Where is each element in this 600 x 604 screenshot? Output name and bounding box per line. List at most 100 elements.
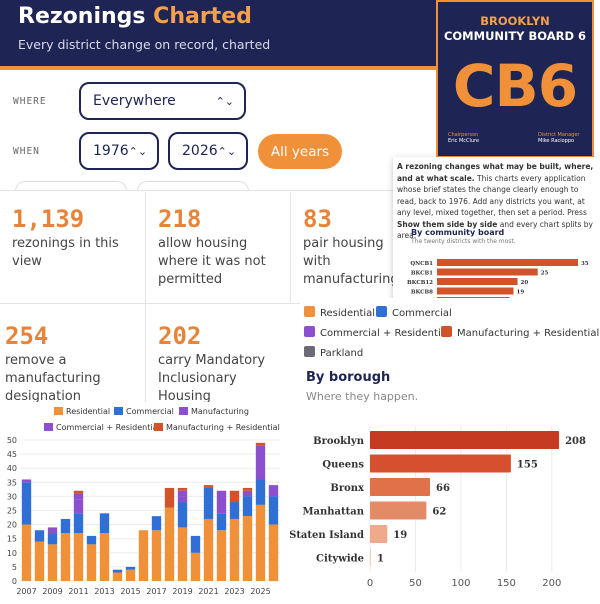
year-bar-segment [125,569,136,581]
year-bar-segment [73,493,84,500]
page-subtitle: Every district change on record, charted [18,37,271,52]
info-paragraph: A rezoning changes what may be built, wh… [397,162,594,240]
borough-chart: 0 50 100 150 200 Brooklyn 208 Queens 155 Bronx 66 M… [290,426,586,589]
cb-value-label: 25 [541,271,549,277]
year-bar-segment [60,518,71,534]
borough-chart-subtitle: Where they happen. [306,390,419,403]
y-tick-label: 0 [12,577,17,586]
stat-value: 254 [5,322,49,350]
year-bar-segment [21,524,32,581]
stat-label: pair housing with manufacturing [303,236,399,287]
y-tick-label: 50 [7,436,17,445]
where-select[interactable]: Everywhere ⌃⌄ [79,82,246,120]
y-tick-label: 35 [7,478,17,487]
all-years-button[interactable]: All years [258,134,342,169]
legend-label: Commercial [126,407,174,416]
year-bar-segment [73,533,84,581]
borough-value-label: 1 [377,554,384,565]
dm-title: District Manager [538,132,580,138]
x-tick-label: 2013 [94,587,114,596]
year-bar-segment [229,518,240,581]
year-bar-segment [21,479,32,483]
year-bar-segment [73,490,84,494]
y-tick-label: 25 [7,507,17,516]
year-bar-segment [151,530,162,581]
x-tick-label: 2017 [146,587,166,596]
when-label: WHEN [13,146,40,157]
year-bar-segment [177,487,188,491]
borough-chart-title: By borough [306,370,391,385]
borough-value-label: 19 [393,530,407,541]
year-bar-segment [86,544,97,581]
stat-label: rezonings in this view [12,236,119,269]
cb-bar [437,259,578,266]
stat-label: carry Mandatory Inclusionary Housing [158,353,266,404]
year-bar-segment [203,487,214,519]
year-bar-segment [268,496,279,525]
x-tick-label: 2021 [198,587,218,596]
cb6-logo: BROOKLYN COMMUNITY BOARD 6 CB6 Chairpers… [436,0,594,158]
cb-category-label: BKCB8 [411,290,433,296]
year-bar-segment [112,569,123,573]
legend-swatch [179,407,188,415]
year-bar-segment [242,490,253,497]
chair-name: Eric McClure [448,138,480,144]
year-bar-segment [216,490,227,514]
year-bar-segment [73,513,84,534]
year-bar-segment [21,482,32,525]
borough-value-label: 66 [436,483,450,494]
legend-swatch [154,423,163,431]
year-bar-segment [164,507,175,581]
cb-category-label: BKCB1 [411,271,433,277]
year-bar-segment [34,541,45,581]
year-bar-segment [203,485,214,488]
legend-item-residential: Residential [304,306,375,319]
borough-bar [370,478,430,496]
legend-item-commercial: Commercial [376,306,452,319]
borough-bar [370,548,371,567]
borough-label: Queens [322,460,364,471]
borough-value-label: 62 [432,507,446,518]
cb-chart-title: By community board [411,228,505,237]
logo-line2: COMMUNITY BOARD 6 [443,29,587,43]
borough-label: Brooklyn [313,436,365,447]
logo-line1: BROOKLYN [480,14,550,28]
cb-bar [437,278,518,285]
legend-item-commercial-residential: Commercial + Residential [304,326,450,339]
year-bar-segment [242,496,253,517]
x-tick-label: 0 [367,578,373,589]
x-tick-label: 2015 [120,587,140,596]
year-bar-segment [242,516,253,581]
year-bar-segment [177,527,188,581]
legend-label: Manufacturing [191,407,249,416]
stat-value: 218 [158,205,202,233]
year-bar-segment [47,527,58,534]
year-bar-segment [268,524,279,581]
year-bar-segment [229,490,240,503]
stat-label: allow housing where it was not permitted [158,236,266,287]
legend-swatch [114,407,123,415]
cb-category-label: QNCB1 [410,261,433,267]
x-tick-label: 2009 [42,587,62,596]
where-label: WHERE [13,96,47,107]
where-value: Everywhere [93,93,176,109]
legend-label: Commercial + Residential [56,423,160,432]
borough-bar [370,501,427,520]
from-year-select[interactable]: 1976 ⌃⌄ [79,132,159,170]
year-bar-segment [255,442,266,446]
cb-category-label: BKCB12 [407,280,433,286]
to-year-select[interactable]: 2026 ⌃⌄ [168,132,248,170]
year-chart: Residential Commercial Manufacturing Commer… [7,407,280,596]
year-bar-segment [203,518,214,581]
divider [0,303,300,304]
chevron-updown-icon: ⌃⌄ [217,144,237,158]
borough-bar [370,431,560,449]
year-bar-segment [255,479,266,505]
x-tick-label: 100 [451,578,470,589]
borough-label: Manhattan [302,507,364,518]
logo-mark: CB6 [452,52,578,120]
legend-label: Manufacturing + Residential [166,423,280,432]
year-chart-card: Residential Commercial Manufacturing Commer… [0,402,285,600]
legend-swatch [44,423,53,431]
chevron-updown-icon: ⌃⌄ [215,94,234,108]
